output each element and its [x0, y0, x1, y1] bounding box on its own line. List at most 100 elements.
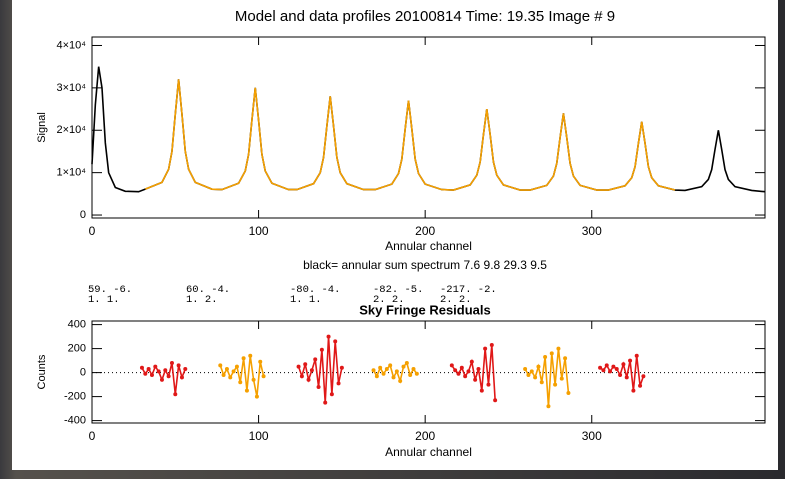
marker: [549, 351, 554, 356]
marker: [553, 382, 558, 387]
x-tick-label: 100: [249, 224, 269, 238]
y-tick-label: 4×10⁴: [56, 39, 86, 51]
y-tick-label: 200: [68, 343, 86, 355]
marker: [163, 368, 168, 373]
marker: [459, 365, 464, 370]
marker: [526, 373, 531, 377]
marker: [624, 375, 629, 380]
parameter: 1. 2.: [186, 294, 218, 306]
marker: [159, 377, 164, 382]
marker: [483, 346, 488, 351]
marker: [173, 392, 178, 397]
marker: [381, 371, 386, 376]
marker: [631, 388, 636, 393]
y-tick-label: 1×10⁴: [56, 167, 86, 179]
marker: [261, 374, 266, 379]
marker: [634, 353, 639, 358]
series-line: [297, 336, 343, 403]
marker: [523, 367, 528, 371]
marker: [489, 343, 494, 347]
marker: [388, 363, 393, 368]
x-tick-label: 100: [249, 429, 269, 443]
marker: [529, 369, 534, 374]
marker: [149, 373, 154, 377]
parameter: -80. -4.: [290, 284, 340, 296]
marker: [221, 373, 226, 377]
marker: [384, 367, 389, 371]
y-tick-label: 2×10⁴: [56, 124, 86, 136]
marker: [254, 394, 259, 399]
y-axis-label: Signal: [36, 112, 48, 143]
parameter: 1. 1.: [290, 294, 322, 306]
marker: [493, 398, 498, 403]
y-tick-label: -200: [64, 391, 86, 403]
marker: [378, 365, 383, 370]
marker: [536, 364, 541, 369]
x-tick-label: 0: [89, 224, 96, 238]
marker: [608, 369, 613, 374]
marker: [618, 373, 623, 377]
marker: [486, 382, 491, 387]
marker: [449, 363, 454, 368]
marker: [604, 363, 609, 368]
marker: [371, 368, 376, 373]
marker: [296, 364, 301, 369]
x-tick-label: 300: [582, 224, 602, 238]
marker: [598, 365, 603, 370]
marker: [469, 359, 474, 364]
marker: [391, 375, 396, 380]
marker: [238, 380, 243, 385]
marker: [473, 377, 478, 382]
marker: [336, 381, 341, 386]
parameter: 60. -4.: [186, 284, 230, 296]
marker: [479, 388, 484, 393]
marker: [641, 374, 646, 379]
marker: [319, 347, 324, 352]
marker: [241, 356, 246, 361]
marker: [166, 374, 171, 379]
marker: [179, 375, 184, 380]
plot-frame: [91, 320, 766, 424]
marker: [533, 375, 538, 380]
marker: [414, 371, 419, 376]
marker: [143, 371, 148, 376]
panel: [12, 0, 778, 470]
marker: [244, 388, 249, 393]
marker: [228, 375, 233, 380]
marker: [628, 358, 633, 363]
marker: [411, 367, 416, 371]
parameter: -217. -2.: [440, 284, 497, 296]
marker: [546, 404, 551, 409]
marker: [306, 377, 311, 382]
marker: [299, 374, 304, 379]
marker: [638, 383, 643, 388]
y-tick-label: 0: [80, 367, 86, 379]
marker: [313, 357, 318, 362]
marker: [476, 367, 481, 371]
marker: [323, 400, 328, 405]
marker: [218, 363, 223, 368]
marker: [339, 365, 344, 370]
chart-title: Model and data profiles 20100814 Time: 1…: [235, 8, 615, 25]
marker: [169, 361, 174, 365]
parameter: 1. 1.: [88, 294, 120, 306]
marker: [309, 368, 314, 373]
parameter: 59. -6.: [88, 284, 132, 296]
y-tick-label: 0: [80, 209, 86, 221]
marker: [234, 364, 239, 369]
marker: [258, 359, 263, 364]
x-tick-label: 0: [89, 429, 96, 443]
marker: [566, 391, 571, 395]
marker: [408, 373, 413, 377]
marker: [559, 376, 564, 381]
parameter: -82. -5.: [373, 284, 423, 296]
marker: [466, 369, 471, 374]
plot-frame: [91, 36, 766, 219]
y-tick-label: -400: [64, 415, 86, 427]
marker: [374, 374, 379, 379]
parameter: 2. 2.: [440, 294, 472, 306]
y-tick-label: 400: [68, 319, 86, 331]
marker: [563, 356, 568, 361]
